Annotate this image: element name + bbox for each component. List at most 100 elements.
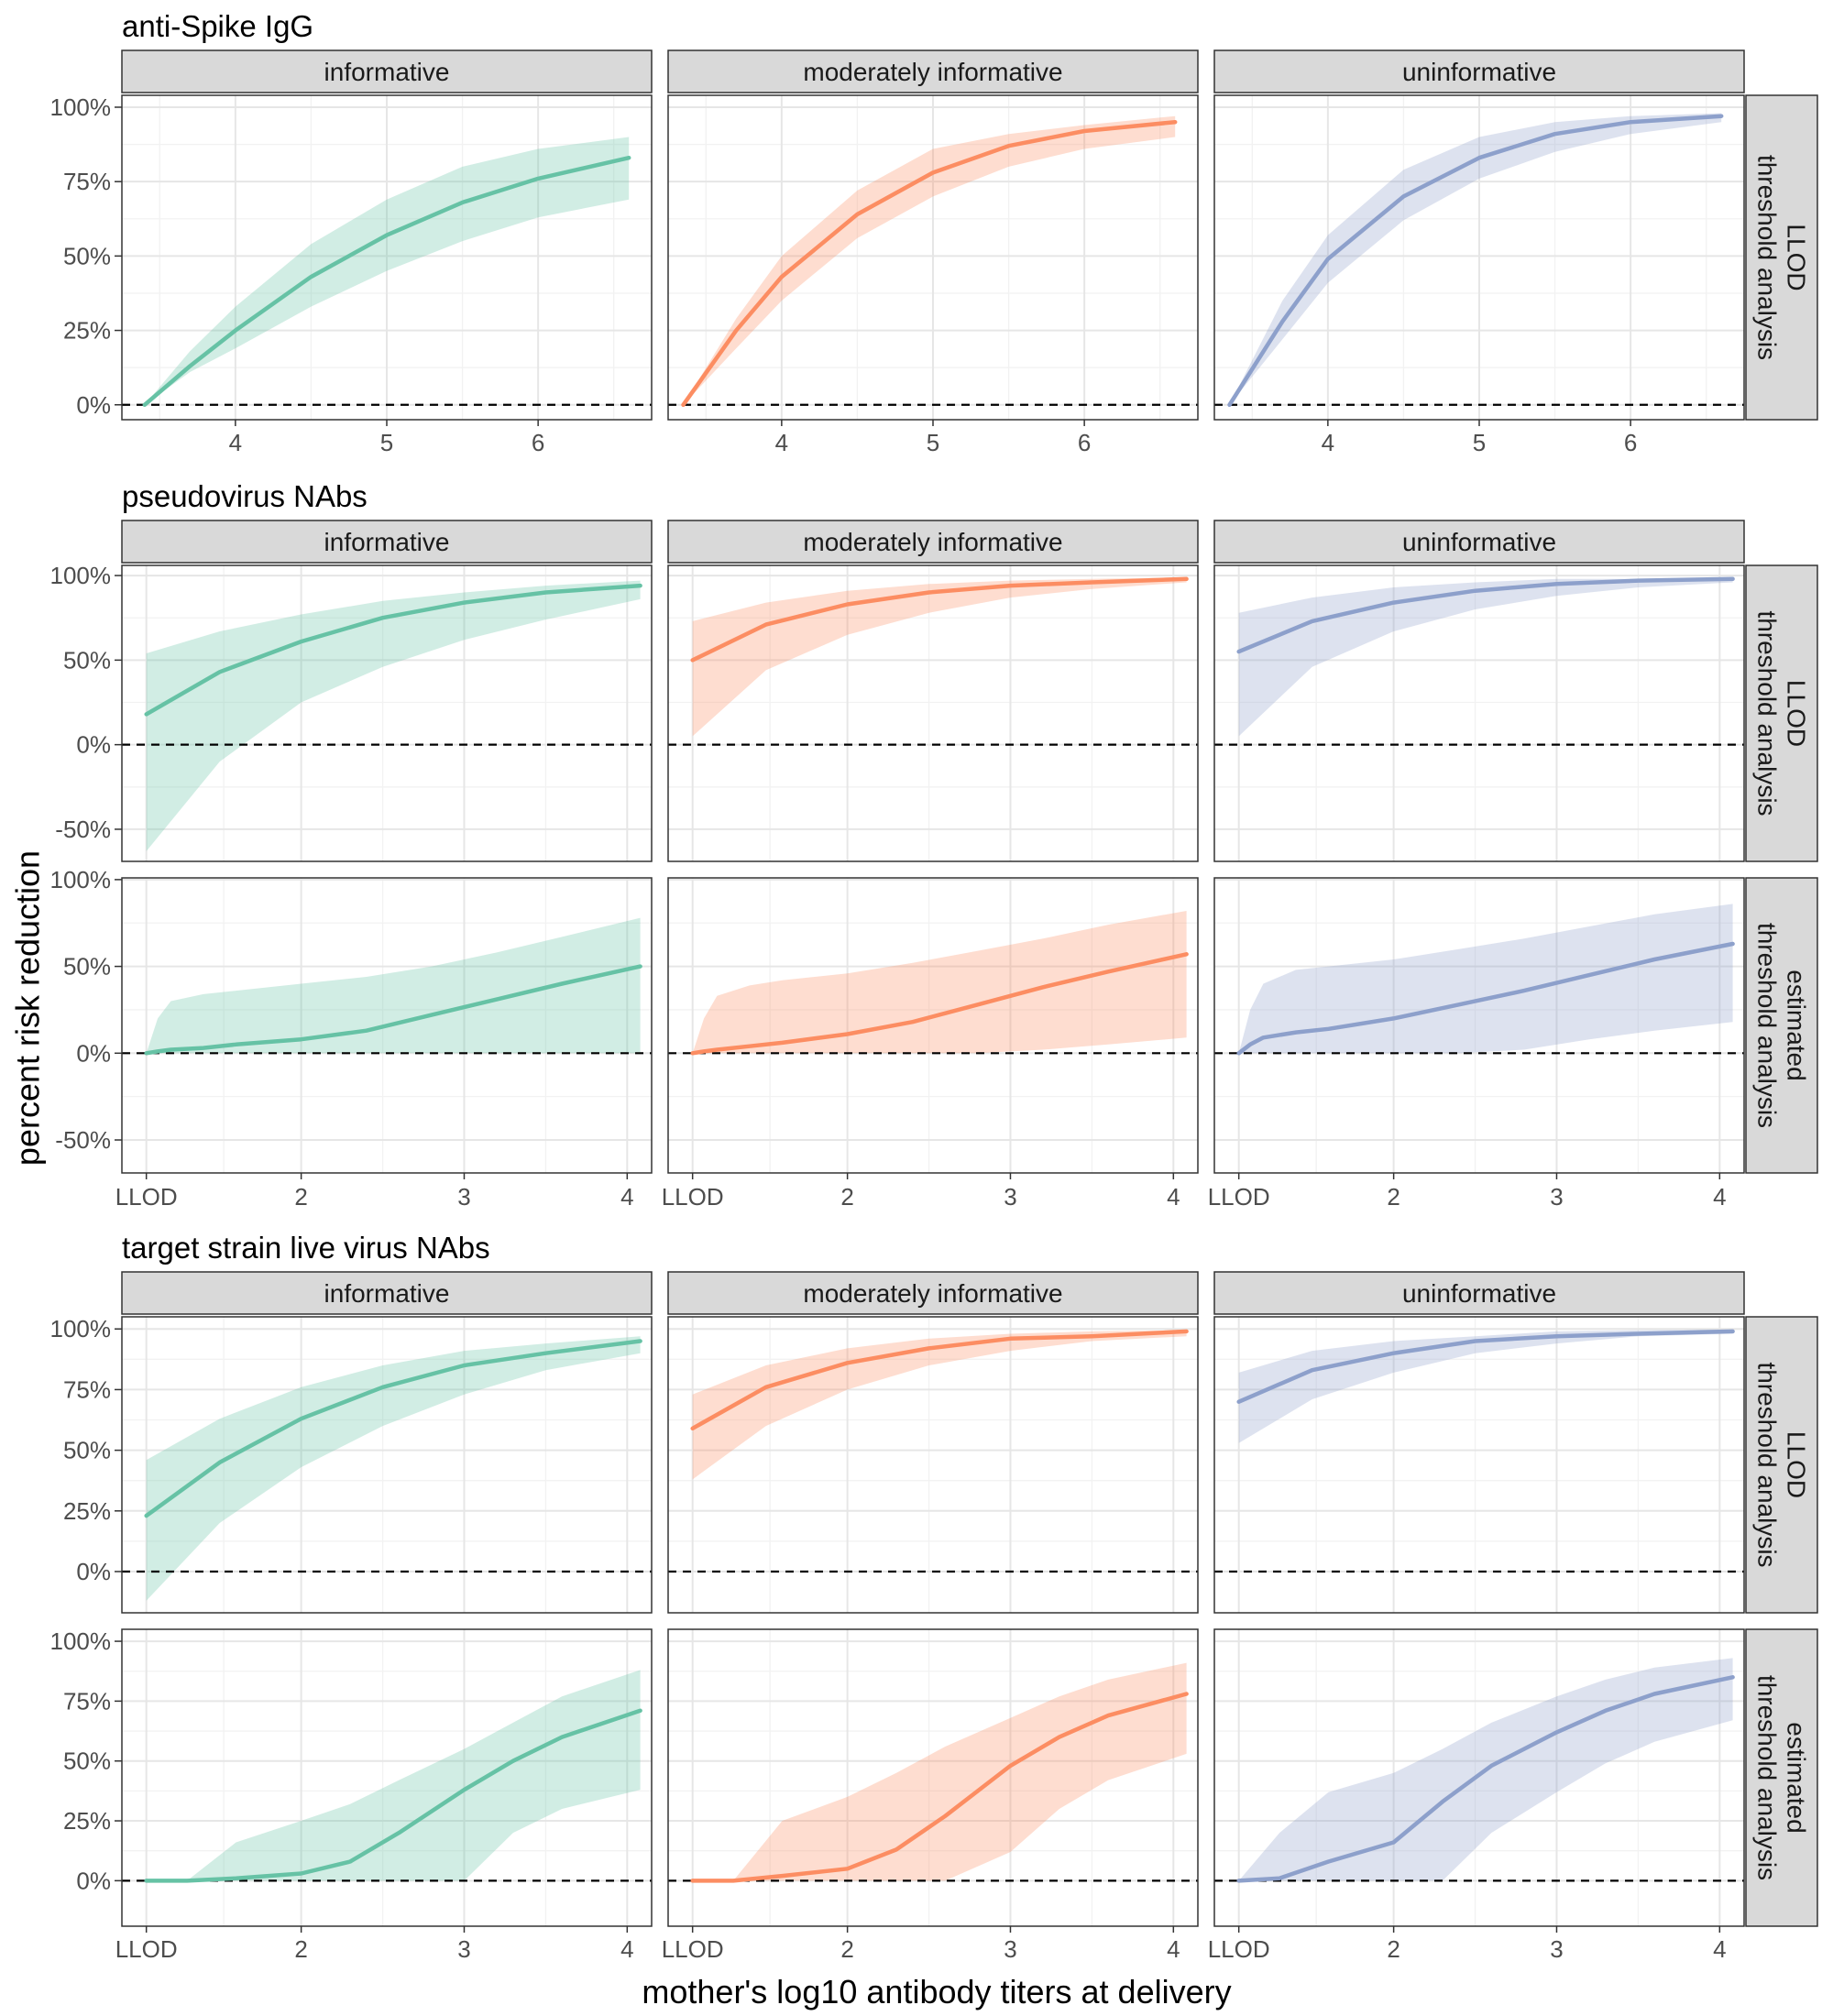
panel bbox=[667, 1316, 1199, 1614]
x-tick-label: LLOD bbox=[662, 1183, 724, 1211]
x-tick-label: 6 bbox=[532, 429, 544, 456]
row-strip bbox=[1745, 1316, 1818, 1614]
block-title: target strain live virus NAbs bbox=[122, 1231, 490, 1265]
row-strip-label: LLOD bbox=[1783, 1431, 1811, 1498]
x-tick-label: 4 bbox=[620, 1183, 633, 1211]
chart-block: target strain live virus NAbs informative… bbox=[50, 1231, 1818, 1963]
confidence-band bbox=[144, 137, 630, 405]
risk-reduction-curve bbox=[1236, 576, 1735, 654]
y-axis-title: percent risk reduction bbox=[9, 850, 47, 1166]
x-tick-label: LLOD bbox=[1208, 1183, 1270, 1211]
panel-border bbox=[121, 564, 653, 862]
row-strip-label: threshold analysis bbox=[1753, 1362, 1782, 1567]
y-tick-label: 50% bbox=[63, 1748, 111, 1775]
column-strip bbox=[667, 49, 1199, 93]
y-tick-label: 25% bbox=[63, 317, 111, 345]
x-tick-label: 4 bbox=[1713, 1183, 1726, 1211]
risk-reduction-curve bbox=[1227, 114, 1724, 408]
y-tick-label: 75% bbox=[63, 168, 111, 195]
confidence-band bbox=[146, 580, 641, 851]
row-strip-label: LLOD bbox=[1783, 224, 1811, 290]
x-tick-label: 3 bbox=[1550, 1183, 1563, 1211]
y-tick-label: 75% bbox=[63, 1687, 111, 1715]
column-strip bbox=[1213, 520, 1745, 564]
x-tick-label: LLOD bbox=[115, 1183, 178, 1211]
panel: LLOD 2 3 4 bbox=[1208, 1628, 1745, 1963]
risk-reduction-curve bbox=[1236, 1675, 1735, 1883]
column-strip bbox=[121, 1271, 653, 1315]
panel bbox=[1213, 1316, 1745, 1614]
column-strip bbox=[667, 1271, 1199, 1315]
panel-border bbox=[667, 1316, 1199, 1614]
y-tick-label: 25% bbox=[63, 1497, 111, 1525]
x-tick-label: LLOD bbox=[1208, 1935, 1270, 1963]
y-tick-label: 100% bbox=[50, 93, 112, 121]
panel-border bbox=[121, 1628, 653, 1927]
column-strip-label: moderately informative bbox=[803, 528, 1062, 556]
panel-background bbox=[122, 1629, 652, 1926]
column-strip-label: informative bbox=[324, 58, 450, 86]
confidence-band bbox=[692, 1662, 1187, 1881]
x-tick-label: LLOD bbox=[115, 1935, 178, 1963]
row-strip-label: estimated bbox=[1783, 970, 1811, 1080]
x-tick-label: 3 bbox=[457, 1183, 470, 1211]
panel-background bbox=[122, 1317, 652, 1613]
panel-border bbox=[121, 1316, 653, 1614]
panel: 4 5 6 bbox=[121, 94, 653, 456]
panel-background bbox=[668, 565, 1198, 861]
x-tick-label: 4 bbox=[1167, 1183, 1180, 1211]
risk-reduction-curve bbox=[144, 583, 642, 717]
chart-block: pseudovirus NAbs informative moderately in… bbox=[50, 479, 1818, 1211]
row-strip-label: threshold analysis bbox=[1753, 610, 1782, 816]
y-tick-label: 100% bbox=[50, 866, 112, 893]
risk-reduction-curve bbox=[690, 1329, 1189, 1431]
chart-blocks: anti-Spike IgG informative moderately info… bbox=[50, 9, 1818, 1963]
column-strip-label: uninformative bbox=[1402, 58, 1556, 86]
panel bbox=[1213, 564, 1745, 862]
risk-reduction-curve bbox=[690, 576, 1189, 663]
row-strip-label: LLOD bbox=[1783, 680, 1811, 747]
x-tick-label: 5 bbox=[927, 429, 939, 456]
risk-reduction-curve bbox=[681, 119, 1178, 408]
column-strip bbox=[121, 49, 653, 93]
panel: LLOD 2 3 4 bbox=[662, 1628, 1199, 1963]
panel: LLOD 2 3 4 bbox=[1208, 877, 1745, 1211]
panel: 4 5 6 bbox=[1213, 94, 1745, 456]
y-tick-label: 0% bbox=[76, 731, 111, 759]
y-tick-label: 50% bbox=[63, 953, 111, 981]
panel-background bbox=[1214, 565, 1744, 861]
panel-border bbox=[1213, 1628, 1745, 1927]
panel-background bbox=[668, 1317, 1198, 1613]
column-strip-label: informative bbox=[324, 1279, 450, 1308]
x-tick-label: 6 bbox=[1078, 429, 1091, 456]
x-tick-label: 5 bbox=[1473, 429, 1486, 456]
panel bbox=[667, 564, 1199, 862]
x-tick-label: 2 bbox=[1387, 1183, 1399, 1211]
x-axis-title: mother's log10 antibody titers at delive… bbox=[642, 1973, 1231, 2011]
panel-background bbox=[122, 565, 652, 861]
y-tick-label: -50% bbox=[55, 1126, 111, 1154]
x-tick-label: 2 bbox=[840, 1183, 853, 1211]
panel-border bbox=[1213, 564, 1745, 862]
row-strip bbox=[1745, 1628, 1818, 1927]
column-strip bbox=[121, 520, 653, 564]
x-tick-label: 2 bbox=[840, 1935, 853, 1963]
x-tick-label: 2 bbox=[1387, 1935, 1399, 1963]
confidence-band bbox=[146, 1670, 641, 1881]
panel-background bbox=[668, 878, 1198, 1173]
risk-reduction-curve bbox=[690, 952, 1189, 1056]
column-strip bbox=[667, 520, 1199, 564]
column-strip-label: moderately informative bbox=[803, 58, 1062, 86]
x-tick-label: 4 bbox=[1713, 1935, 1726, 1963]
y-tick-label: 75% bbox=[63, 1375, 111, 1403]
panel: LLOD 2 3 4 bbox=[115, 1628, 653, 1963]
column-strip-label: informative bbox=[324, 528, 450, 556]
confidence-band bbox=[146, 917, 641, 1054]
y-tick-label: 100% bbox=[50, 562, 112, 589]
x-tick-label: 2 bbox=[294, 1183, 307, 1211]
x-tick-label: 4 bbox=[620, 1935, 633, 1963]
column-strip-label: moderately informative bbox=[803, 1279, 1062, 1308]
y-tick-label: 0% bbox=[76, 1867, 111, 1894]
y-tick-label: 0% bbox=[76, 1039, 111, 1067]
